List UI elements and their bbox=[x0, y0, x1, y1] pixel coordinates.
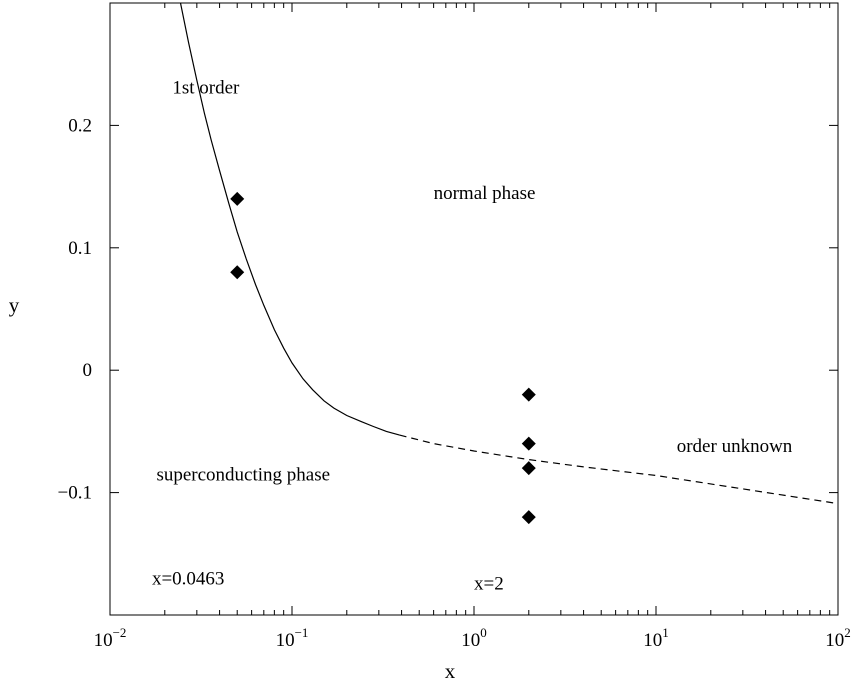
phase-boundary-curves bbox=[179, 2, 839, 505]
chart-annotation: order unknown bbox=[677, 436, 793, 457]
axis-ticks: 10−2 10−1 100 101 102 0.2 0.1 0 −0.1 bbox=[58, 3, 851, 651]
y-tick-label: 0.1 bbox=[68, 238, 92, 259]
chart-annotation: superconducting phase bbox=[156, 464, 330, 485]
x-axis-title: x bbox=[445, 659, 456, 681]
chart-annotation: x=2 bbox=[474, 573, 504, 594]
chart-annotation: normal phase bbox=[434, 183, 536, 204]
diamond-data-point bbox=[521, 436, 536, 451]
x-tick-label: 101 bbox=[643, 625, 669, 651]
data-points bbox=[230, 191, 536, 525]
diamond-data-point bbox=[521, 510, 536, 525]
diamond-data-point bbox=[230, 191, 245, 206]
x-tick-label: 100 bbox=[461, 625, 487, 651]
annotations: 1st order normal phase order unknown superc… bbox=[152, 78, 793, 595]
dashed-phase-boundary-line bbox=[399, 434, 839, 505]
chart-annotation: 1st order bbox=[172, 78, 240, 99]
y-tick-label: 0.2 bbox=[68, 115, 92, 136]
y-tick-label: −0.1 bbox=[58, 483, 92, 504]
y-tick-label: 0 bbox=[83, 360, 93, 381]
chart-annotation: x=0.0463 bbox=[152, 568, 224, 589]
diamond-data-point bbox=[521, 461, 536, 476]
solid-phase-boundary-line bbox=[179, 2, 400, 436]
x-tick-label: 102 bbox=[825, 625, 851, 651]
x-tick-label: 10−1 bbox=[276, 625, 309, 651]
diamond-data-point bbox=[521, 387, 536, 402]
diamond-data-point bbox=[230, 265, 245, 280]
x-tick-label: 10−2 bbox=[94, 625, 127, 651]
y-axis-title: y bbox=[9, 293, 20, 317]
